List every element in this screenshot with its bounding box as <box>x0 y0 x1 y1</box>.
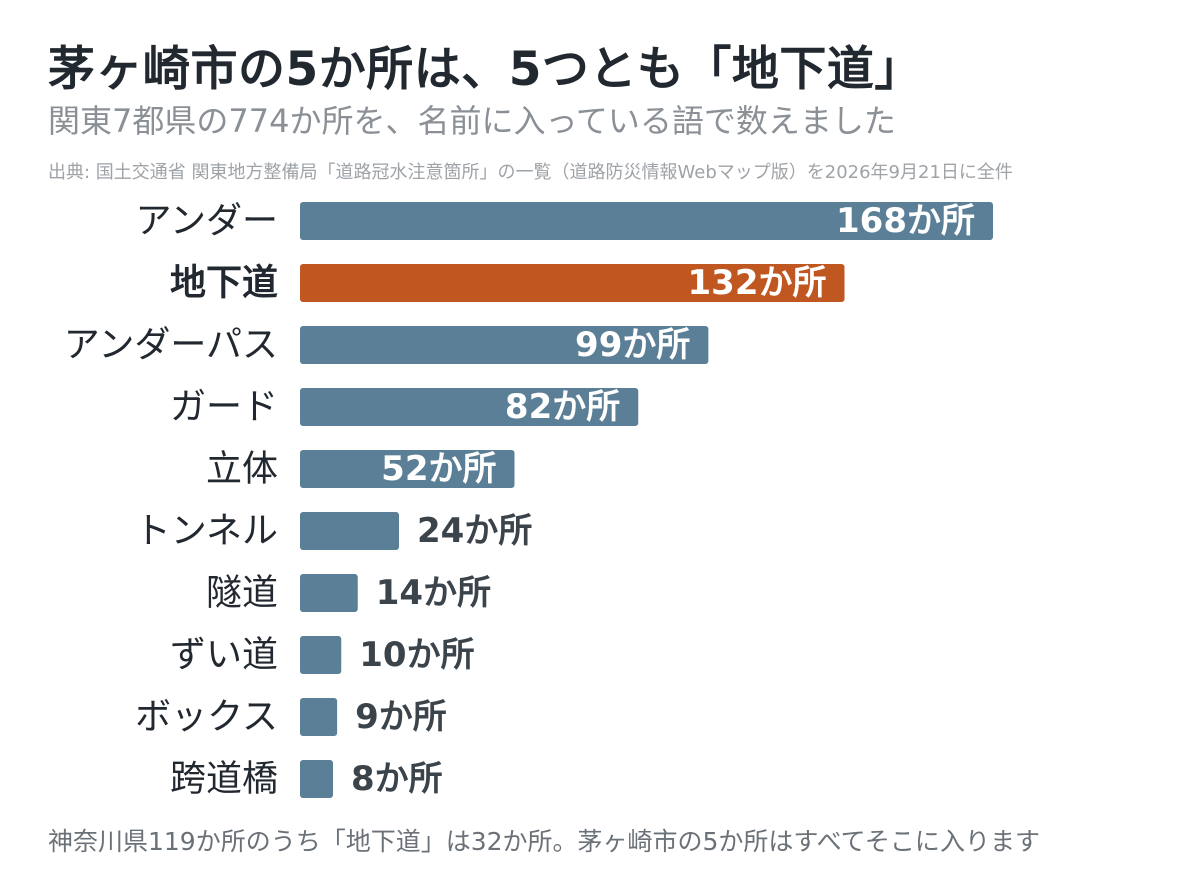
bar <box>300 388 639 426</box>
bar <box>300 264 845 302</box>
value-label: 10か所 <box>359 635 474 675</box>
category-label: 跨道橋 <box>170 759 278 800</box>
category-label: 立体 <box>206 449 278 490</box>
chart-title: 茅ヶ崎市の5か所は、5つとも「地下道」 <box>48 42 922 97</box>
category-label: ずい道 <box>170 635 278 676</box>
value-label: 8か所 <box>351 759 443 799</box>
category-label: ガード <box>170 387 278 428</box>
bar <box>300 202 993 240</box>
source-note: 出典: 国土交通省 関東地方整備局「道路冠水注意箇所」の一覧（道路防災情報Web… <box>48 162 1013 183</box>
bar <box>300 636 342 674</box>
footer-note: 神奈川県119か所のうち「地下道」は32か所。茅ヶ崎市の5か所はすべてそこに入り… <box>48 827 1040 856</box>
bar <box>300 760 333 798</box>
category-label: アンダー <box>135 201 278 242</box>
category-label: ボックス <box>135 697 278 738</box>
value-label: 99か所 <box>575 325 690 365</box>
category-label: 隧道 <box>206 573 278 614</box>
value-label: 52か所 <box>381 449 496 489</box>
category-label: アンダーパス <box>64 325 278 366</box>
value-label: 9か所 <box>355 697 447 737</box>
bar <box>300 698 338 736</box>
value-label: 82か所 <box>505 387 620 427</box>
bar <box>300 512 399 550</box>
category-label: 地下道 <box>170 263 278 304</box>
category-label: トンネル <box>135 511 278 552</box>
value-label: 14か所 <box>376 573 491 613</box>
value-label: 168か所 <box>836 201 975 241</box>
bar <box>300 326 709 364</box>
chart-subtitle: 関東7都県の774か所を、名前に入っている語で数えました <box>48 102 896 140</box>
bar <box>300 574 358 612</box>
value-label: 132か所 <box>688 263 827 303</box>
value-label: 24か所 <box>417 511 532 551</box>
bar <box>300 450 515 488</box>
